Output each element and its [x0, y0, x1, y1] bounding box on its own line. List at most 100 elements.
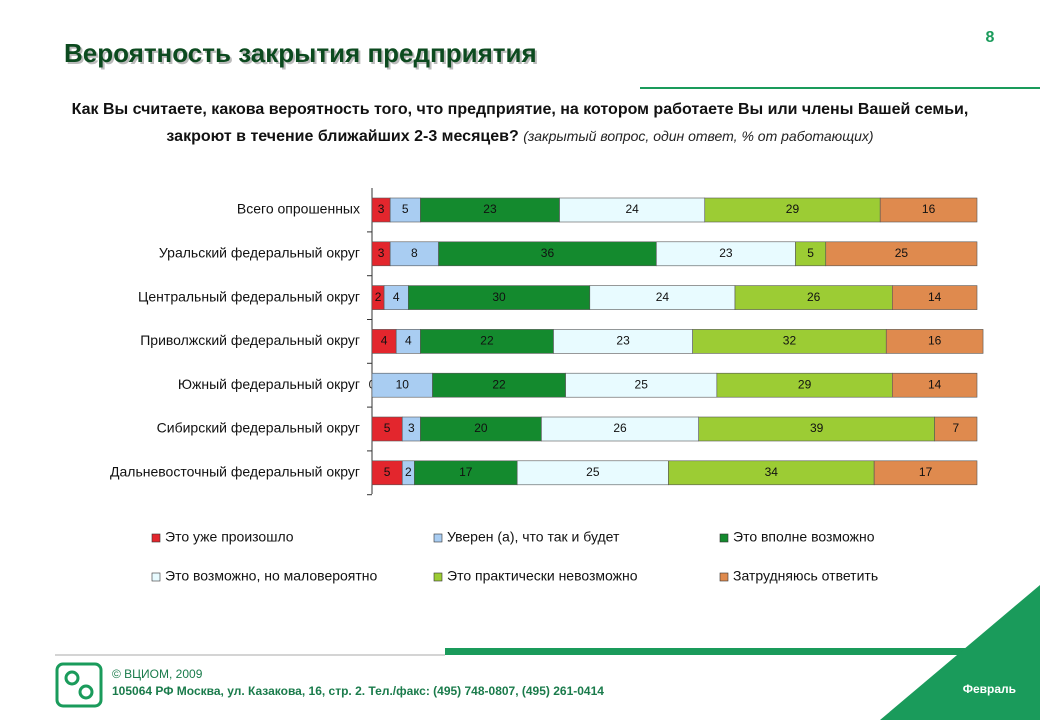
value-label: 20 — [474, 421, 488, 435]
question-note: (закрытый вопрос, один ответ, % от работ… — [523, 128, 874, 144]
category-label: Центральный федеральный округ — [138, 288, 360, 304]
question-text: Как Вы считаете, какова вероятность того… — [71, 101, 969, 145]
value-label: 22 — [480, 334, 494, 348]
bar-segment — [407, 285, 591, 310]
bar-segment — [698, 416, 935, 442]
bar-segment — [692, 329, 887, 354]
value-label: 10 — [396, 377, 410, 391]
bar-segment — [891, 372, 978, 398]
value-label: 29 — [798, 377, 812, 391]
value-label: 23 — [483, 202, 497, 216]
value-label: 26 — [613, 421, 627, 435]
value-label: 14 — [928, 290, 942, 304]
value-label: 29 — [786, 202, 800, 216]
bar-segment — [395, 329, 421, 354]
value-label: 32 — [783, 334, 797, 348]
bar-segment — [383, 285, 409, 310]
legend-swatch — [433, 533, 443, 543]
legend-label: Это вполне возможно — [733, 529, 875, 545]
value-label: 16 — [922, 202, 936, 216]
bar-segment — [873, 460, 978, 486]
category-label: Всего опрошенных — [237, 201, 360, 217]
legend-swatch — [433, 572, 443, 582]
value-label: 3 — [378, 246, 385, 260]
value-label: 25 — [895, 246, 909, 260]
bar-segment — [420, 329, 554, 354]
value-label: 22 — [492, 377, 506, 391]
value-label: 25 — [586, 465, 600, 479]
bar-segment — [589, 285, 736, 310]
legend-swatch — [719, 533, 729, 543]
bar-segment — [825, 241, 978, 267]
value-label: 8 — [411, 246, 418, 260]
bar-segment — [934, 416, 978, 442]
value-label: 4 — [381, 334, 388, 348]
bar-segment — [414, 460, 518, 486]
footer-band — [445, 648, 1040, 655]
bar-segment — [438, 241, 657, 267]
category-label: Уральский федеральный округ — [159, 245, 360, 261]
bar-segment — [885, 329, 984, 354]
page-number: 8 — [986, 29, 995, 46]
bar-segment — [656, 241, 796, 267]
value-label: 34 — [765, 465, 779, 479]
value-label: 30 — [492, 290, 506, 304]
value-label: 16 — [928, 334, 942, 348]
logo — [55, 662, 103, 708]
bar-segment — [371, 329, 397, 354]
value-label: 25 — [635, 377, 649, 391]
legend-label: Это уже произошло — [165, 529, 294, 545]
bar-segment — [559, 197, 706, 223]
value-label: 17 — [919, 465, 933, 479]
value-label: 2 — [375, 290, 382, 304]
copyright: © ВЦИОМ, 2009 — [112, 667, 203, 681]
logo — [64, 670, 80, 686]
value-label: 36 — [541, 246, 555, 260]
logo — [78, 684, 94, 700]
title-shadow: Вероятность закрытия предприятия — [66, 40, 539, 70]
month: Февраль — [963, 682, 1016, 696]
bar-segment — [716, 372, 893, 398]
category-label: Сибирский федеральный округ — [157, 420, 360, 436]
bar-segment — [389, 197, 421, 223]
value-label: 5 — [384, 421, 391, 435]
value-label: 14 — [928, 377, 942, 391]
bar-segment — [879, 197, 978, 223]
question: Как Вы считаете, какова вероятность того… — [60, 97, 980, 150]
bar-segment — [553, 329, 693, 354]
bar-segment — [420, 416, 542, 442]
bar-segment — [565, 372, 718, 398]
value-label: 39 — [810, 421, 824, 435]
bar-segment — [371, 460, 403, 486]
category-label: Дальневосточный федеральный округ — [110, 464, 360, 480]
value-label: 17 — [459, 465, 473, 479]
legend-label: Уверен (а), что так и будет — [447, 529, 620, 545]
value-label: 23 — [616, 334, 630, 348]
legend-label: Это практически невозможно — [447, 568, 638, 584]
legend-label: Это возможно, но маловероятно — [165, 568, 378, 584]
value-label: 4 — [405, 334, 412, 348]
value-label: 5 — [384, 465, 391, 479]
bar-segment — [795, 241, 827, 267]
value-label: 4 — [393, 290, 400, 304]
category-label: Приволжский федеральный округ — [140, 332, 360, 348]
category-label: Южный федеральный округ — [178, 376, 360, 392]
value-label: 26 — [807, 290, 821, 304]
bar-segment — [420, 197, 560, 223]
bar-segment — [516, 460, 669, 486]
legend-swatch — [151, 533, 161, 543]
bar-segment — [704, 197, 881, 223]
legend-swatch — [719, 572, 729, 582]
value-label: 5 — [807, 246, 814, 260]
bar-segment — [432, 372, 566, 398]
value-label: 5 — [402, 202, 409, 216]
value-label: 24 — [656, 290, 670, 304]
address: 105064 РФ Москва, ул. Казакова, 16, стр.… — [112, 684, 604, 698]
legend-swatch — [151, 572, 161, 582]
bar-segment — [541, 416, 700, 442]
value-label: 7 — [952, 421, 959, 435]
value-label: 2 — [405, 465, 412, 479]
value-label: 3 — [408, 421, 415, 435]
